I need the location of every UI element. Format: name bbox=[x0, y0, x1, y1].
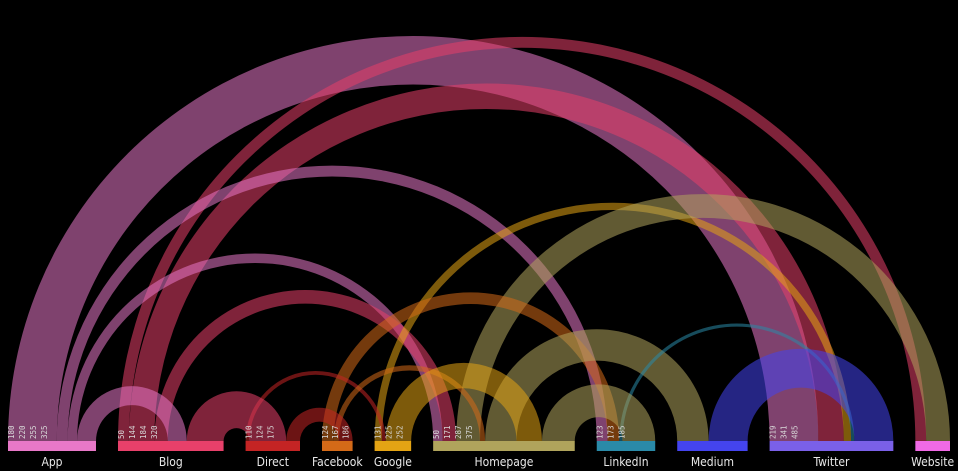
tick-label-linkedin-1: 173 bbox=[607, 425, 616, 439]
tick-label-homepage-2: 287 bbox=[454, 425, 463, 439]
tick-label-facebook-2: 186 bbox=[341, 425, 350, 439]
tick-label-homepage-0: 50 bbox=[432, 429, 441, 439]
node-label-layer: App Blog Direct Facebook Google Homepage Linke… bbox=[41, 455, 954, 469]
node-label-medium: Medium bbox=[691, 455, 734, 469]
tick-label-app-2: 255 bbox=[29, 425, 38, 439]
tick-label-homepage-1: 171 bbox=[443, 425, 452, 439]
tick-label-layer: 180 220 255 325 50 144 184 320 110 124 175 124 167 18… bbox=[7, 425, 800, 439]
node-bar-website bbox=[915, 441, 950, 451]
tick-label-twitter-0: 219 bbox=[769, 425, 778, 439]
tick-label-blog-0: 50 bbox=[117, 429, 126, 439]
tick-label-app-1: 220 bbox=[18, 425, 27, 439]
tick-label-homepage-3: 375 bbox=[465, 425, 474, 439]
node-label-homepage: Homepage bbox=[475, 455, 534, 469]
tick-label-google-1: 225 bbox=[385, 425, 394, 439]
node-label-blog: Blog bbox=[159, 455, 183, 469]
tick-label-twitter-1: 341 bbox=[780, 425, 789, 439]
tick-label-direct-1: 124 bbox=[256, 425, 265, 439]
node-label-direct: Direct bbox=[257, 455, 289, 469]
node-bar-homepage bbox=[433, 441, 575, 451]
node-bar-blog bbox=[117, 441, 224, 451]
tick-label-facebook-1: 167 bbox=[331, 425, 340, 439]
tick-label-app-3: 325 bbox=[40, 425, 49, 439]
arc-direct-facebook bbox=[286, 407, 353, 441]
tick-label-google-2: 252 bbox=[396, 425, 405, 439]
node-bar-google bbox=[374, 441, 412, 451]
arc-homepage-linkedin bbox=[541, 384, 656, 441]
node-label-app: App bbox=[41, 455, 62, 469]
arc-app-blog bbox=[77, 386, 187, 441]
arc-app-twitter bbox=[8, 35, 819, 441]
arc-medium-twitter bbox=[708, 348, 894, 441]
node-label-linkedin: LinkedIn bbox=[603, 455, 648, 469]
tick-label-google-0: 131 bbox=[374, 425, 383, 439]
tick-label-linkedin-0: 123 bbox=[596, 425, 605, 439]
tick-label-direct-0: 110 bbox=[245, 425, 254, 439]
arc-google-homepage bbox=[385, 362, 542, 441]
node-bar-facebook bbox=[322, 441, 353, 451]
node-bar-layer bbox=[8, 441, 950, 451]
node-label-twitter: Twitter bbox=[812, 455, 850, 469]
node-bar-medium bbox=[677, 441, 748, 451]
arc-homepage-medium bbox=[485, 329, 709, 441]
node-bar-twitter bbox=[769, 441, 894, 451]
tick-label-linkedin-2: 185 bbox=[618, 425, 627, 439]
tick-label-blog-3: 320 bbox=[150, 425, 159, 439]
node-bar-app bbox=[8, 441, 96, 451]
tick-label-blog-2: 184 bbox=[139, 425, 148, 439]
node-label-facebook: Facebook bbox=[312, 455, 363, 469]
node-label-website: Website bbox=[911, 455, 954, 469]
node-label-google: Google bbox=[374, 455, 412, 469]
tick-label-facebook-0: 124 bbox=[321, 425, 330, 439]
arc-blog-direct bbox=[186, 391, 287, 441]
node-bar-linkedin bbox=[596, 441, 656, 451]
node-bar-direct bbox=[245, 441, 300, 451]
tick-label-twitter-2: 485 bbox=[791, 425, 800, 439]
tick-label-blog-1: 144 bbox=[128, 425, 137, 439]
tick-label-direct-2: 175 bbox=[267, 425, 276, 439]
arc-layer bbox=[8, 35, 950, 441]
tick-label-app-0: 180 bbox=[7, 425, 16, 439]
